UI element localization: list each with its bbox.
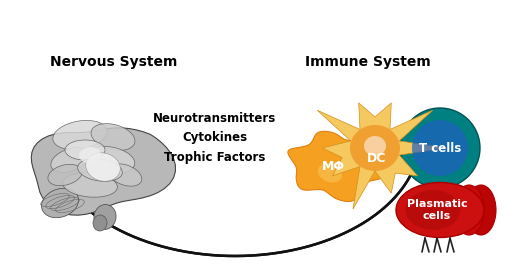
Text: MΦ: MΦ xyxy=(321,160,344,174)
Text: Plasmatic
cells: Plasmatic cells xyxy=(406,199,467,221)
Text: T cells: T cells xyxy=(418,141,460,154)
Ellipse shape xyxy=(363,136,385,156)
Ellipse shape xyxy=(50,148,89,173)
Polygon shape xyxy=(31,128,175,215)
Ellipse shape xyxy=(405,190,460,230)
Ellipse shape xyxy=(41,188,78,218)
Ellipse shape xyxy=(91,124,135,150)
Ellipse shape xyxy=(63,173,117,197)
Ellipse shape xyxy=(349,125,399,171)
Ellipse shape xyxy=(465,185,495,235)
Ellipse shape xyxy=(53,120,107,150)
Circle shape xyxy=(411,120,467,176)
Text: DC: DC xyxy=(367,151,386,164)
Ellipse shape xyxy=(85,153,120,181)
Text: Immune System: Immune System xyxy=(305,55,430,69)
Circle shape xyxy=(399,108,479,188)
Ellipse shape xyxy=(441,185,471,235)
Ellipse shape xyxy=(93,215,107,231)
Polygon shape xyxy=(287,131,383,201)
Ellipse shape xyxy=(395,183,483,238)
Ellipse shape xyxy=(317,164,341,183)
Ellipse shape xyxy=(65,140,105,160)
Ellipse shape xyxy=(77,159,122,181)
Ellipse shape xyxy=(85,147,134,174)
Ellipse shape xyxy=(79,147,101,163)
Ellipse shape xyxy=(94,205,116,230)
Ellipse shape xyxy=(48,164,82,186)
Text: Nervous System: Nervous System xyxy=(50,55,177,69)
Ellipse shape xyxy=(108,164,141,186)
Ellipse shape xyxy=(453,185,483,235)
Text: Neurotransmitters
Cytokines
Trophic Factors: Neurotransmitters Cytokines Trophic Fact… xyxy=(153,112,276,164)
Polygon shape xyxy=(317,103,445,209)
